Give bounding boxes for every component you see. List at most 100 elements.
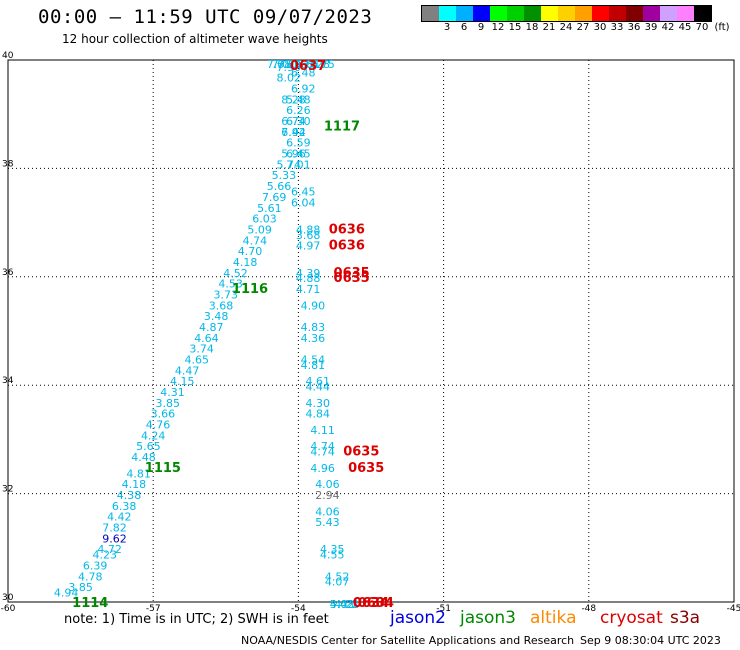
wave-height-value: 4.97	[296, 240, 321, 253]
x-tick-label: -60	[1, 604, 16, 614]
wave-height-value: 4.72	[97, 543, 122, 556]
wave-height-value: 4.48	[131, 451, 156, 464]
color-scale-swatch	[592, 6, 609, 21]
y-tick-label: 30	[2, 593, 14, 603]
map-grid	[8, 60, 734, 602]
wave-height-value: 8.02	[276, 72, 301, 85]
wave-height-value: 6.04	[291, 196, 316, 209]
x-tick-label: -45	[727, 604, 740, 614]
wave-height-value: 4.83	[301, 321, 326, 334]
wave-height-value: 5.33	[272, 169, 297, 182]
y-tick-label: 34	[2, 376, 14, 386]
y-tick-label: 36	[2, 268, 14, 278]
pass-time-label: 0634	[353, 596, 389, 611]
wave-height-value: 5.42	[330, 598, 355, 611]
wave-height-value: 4.64	[194, 332, 219, 345]
color-scale-label: 39	[644, 22, 658, 33]
wave-height-value: 3.68	[296, 229, 321, 242]
wave-height-value: 4.88	[296, 223, 321, 236]
wave-height-value: 4.53	[218, 278, 243, 291]
pass-time-label: 0634	[353, 596, 389, 611]
wave-height-value: 5.65	[136, 440, 161, 453]
color-scale-swatch	[541, 6, 558, 21]
wave-height-value: 6.48	[291, 66, 316, 79]
wave-height-value: 4.96	[310, 462, 335, 475]
color-scale-label: 6	[460, 22, 468, 33]
wave-height-value: 7.08	[267, 58, 292, 71]
color-scale-swatch	[507, 6, 524, 21]
wave-height-value: 7.01	[286, 158, 311, 171]
color-scale-swatch	[456, 6, 473, 21]
wave-height-value: 6.45	[291, 186, 316, 199]
footer-timestamp: Sep 9 08:30:04 UTC 2023	[580, 634, 721, 647]
wave-height-value: 6.59	[286, 137, 311, 150]
x-tick-label: -48	[581, 604, 596, 614]
satellite-legend-altika: altika	[530, 608, 577, 628]
wave-height-value: 5.66	[267, 180, 292, 193]
color-scale-label: 21	[542, 22, 556, 33]
wave-height-value: 6.39	[83, 559, 108, 572]
y-tick-label: 32	[2, 485, 13, 495]
wave-height-value: 4.52	[325, 570, 350, 583]
wave-height-value: 4.18	[233, 256, 258, 269]
footer-note: note: 1) Time is in UTC; 2) SWH is in fe…	[64, 612, 329, 627]
pass-time-label: 0636	[329, 239, 365, 254]
wave-height-value: 4.74	[310, 440, 335, 453]
wave-height-value: 7.90	[276, 61, 301, 74]
wave-height-value: 4.18	[122, 478, 147, 491]
wave-height-value: 6.81	[296, 58, 321, 71]
color-scale-swatch	[575, 6, 592, 21]
wave-height-value: 9.62	[102, 532, 127, 545]
x-tick-label: -51	[436, 604, 451, 614]
footer-credit: NOAA/NESDIS Center for Satellite Applica…	[241, 634, 575, 647]
color-scale-label: 45	[678, 22, 692, 33]
wave-height-value: 4.52	[223, 267, 248, 280]
wave-height-value: 4.74	[310, 446, 335, 459]
color-scale-label: 30	[593, 22, 607, 33]
color-scale-label: 36	[627, 22, 641, 33]
wave-height-value: 3.68	[209, 299, 234, 312]
wave-height-value: 4.42	[107, 511, 132, 524]
map-frame	[7, 59, 735, 603]
wave-height-value: 4.24	[141, 429, 166, 442]
pass-time-label: 1115	[145, 461, 181, 476]
pass-time-label: 1114	[72, 596, 108, 611]
color-scale-swatch	[643, 6, 660, 21]
wave-height-value: 4.07	[325, 576, 350, 589]
wave-height-value: 7.79	[276, 58, 301, 71]
wave-height-value: 4.70	[238, 245, 263, 258]
wave-height-value: 3.85	[68, 581, 93, 594]
wave-height-value: 6.28	[306, 58, 331, 71]
color-scale-swatch	[439, 6, 456, 21]
wave-height-value: 4.78	[78, 570, 103, 583]
color-scale-label: 15	[508, 22, 522, 33]
wave-height-value: 6.30	[286, 115, 311, 128]
wave-height-points: 4.943.854.786.394.234.727.824.426.384.38…	[54, 58, 359, 611]
pass-time-label: 0636	[329, 222, 365, 237]
wave-height-value: 4.74	[243, 234, 268, 247]
y-tick-label: 38	[2, 159, 14, 169]
wave-height-value: 4.54	[301, 354, 326, 367]
wave-height-value: 3.48	[204, 310, 229, 323]
wave-height-value: 4.55	[320, 549, 345, 562]
color-scale-label: 24	[559, 22, 573, 33]
wave-height-value: 4.35	[320, 543, 345, 556]
satellite-legend-jason2: jason2	[390, 608, 446, 628]
wave-height-value: 4.76	[146, 419, 171, 432]
wave-height-value: 8.28	[281, 93, 306, 106]
color-scale-swatch	[524, 6, 541, 21]
wave-height-value: 7.42	[281, 126, 306, 139]
color-scale-unit: (ft)	[714, 22, 730, 33]
wave-height-value: 6.94	[281, 126, 306, 139]
satellite-legend-s3a: s3a	[670, 608, 701, 628]
wave-height-value: 6.38	[112, 500, 137, 513]
wave-height-value: 4.15	[170, 375, 195, 388]
color-scale-swatch	[490, 6, 507, 21]
wave-height-value: 4.81	[301, 359, 326, 372]
color-scale-swatch	[694, 6, 711, 21]
wave-height-value: 6.45	[286, 148, 311, 161]
color-scale-label: 9	[477, 22, 485, 33]
pass-time-labels: 0637111706360636063506351116063506351115…	[72, 59, 394, 611]
pass-time-label: 0637	[290, 59, 326, 74]
